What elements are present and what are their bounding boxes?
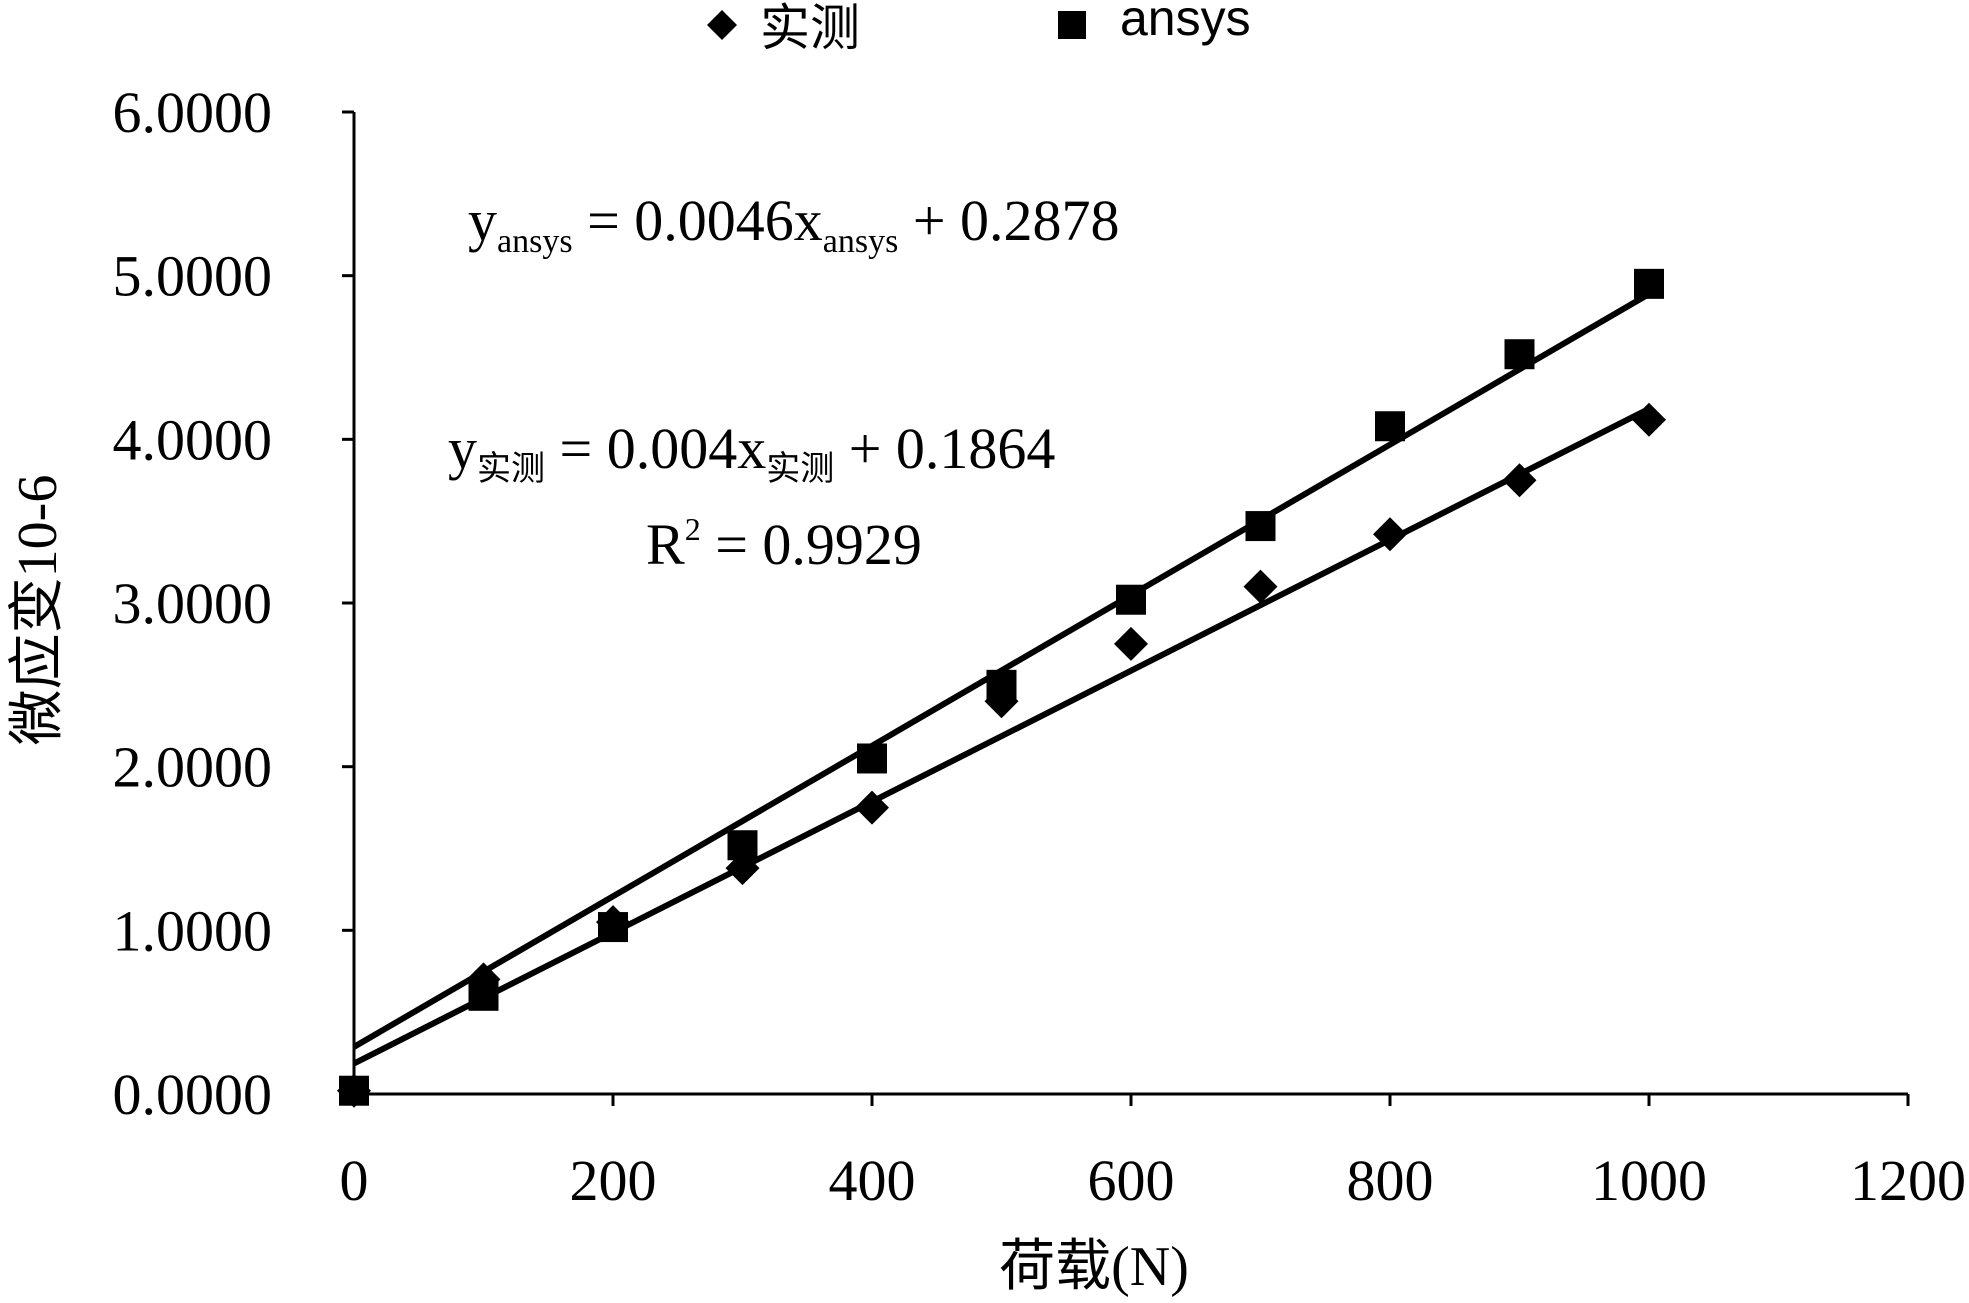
data-point-ansys [1375,411,1405,442]
measured-eq-y-sub: 实测 [477,450,545,488]
y-tick-label: 6.0000 [113,80,273,145]
ansys-eq-x-sub: ansys [823,223,899,260]
ansys-eq-tail: + 0.2878 [898,188,1119,253]
r-squared: R2 = 0.9929 [646,511,922,577]
r2-sup: 2 [685,511,701,547]
y-tick-label: 1.0000 [113,898,273,963]
data-point-measured [855,790,889,825]
data-point-ansys [1245,511,1276,542]
x-tick-label: 0 [340,1148,369,1213]
data-point-measured [1243,569,1278,604]
measured-equation: y实测 = 0.004x实测 + 0.1864 [448,416,1055,488]
y-axis-title: 微应变10-6 [7,475,69,746]
ansys-equation: yansys = 0.0046xansys + 0.2878 [468,188,1120,260]
ansys-eq-y-sub: ansys [497,223,573,260]
tick-marks [342,110,1910,1106]
ansys-eq-y: y [468,188,497,253]
data-point-measured [1373,517,1407,552]
legend: 实测 ansys [707,0,1251,56]
x-tick-label: 1200 [1850,1148,1966,1213]
measured-eq-x-sub: 实测 [766,450,834,488]
data-point-measured [1502,463,1537,498]
legend-label-measured: 实测 [760,0,860,56]
data-point-ansys [986,669,1017,700]
data-point-ansys [1504,339,1535,370]
x-axis-title: 荷载(N) [999,1236,1189,1298]
data-point-ansys [468,980,499,1011]
measured-eq-tail: + 0.1864 [834,416,1055,481]
measured-eq-y: y [448,416,477,481]
y-tick-label: 3.0000 [113,571,273,636]
x-tick-label: 200 [570,1148,657,1213]
data-point-ansys [1634,268,1664,299]
ansys-eq-mid: = 0.0046x [573,188,823,253]
tick-labels: 0.0000 1.0000 2.0000 3.0000 4.0000 5.0000 6.00… [113,80,1967,1213]
x-tick-label: 600 [1088,1148,1175,1213]
x-tick-label: 400 [829,1148,916,1213]
measured-eq-mid: = 0.004x [545,416,766,481]
data-point-ansys [727,830,758,861]
legend-marker-diamond [707,10,737,40]
legend-label-ansys: ansys [1120,0,1251,46]
data-point-ansys [857,743,887,774]
data-point-measured [1632,402,1666,437]
x-tick-label: 1000 [1591,1148,1707,1213]
data-point-ansys [339,1075,369,1106]
y-tick-label: 0.0000 [113,1062,273,1127]
r2-lead: R [646,512,685,577]
r2-tail: = 0.9929 [701,512,922,577]
x-tick-label: 800 [1347,1148,1434,1213]
data-point-measured [1114,626,1148,661]
data-point-ansys [598,912,628,943]
data-markers [337,268,1666,1108]
trendline-series-0 [352,406,1651,1067]
legend-marker-square [1058,11,1086,39]
y-tick-label: 5.0000 [113,244,273,309]
data-point-ansys [1116,584,1146,615]
y-tick-label: 4.0000 [113,407,273,472]
y-tick-label: 2.0000 [113,735,273,800]
